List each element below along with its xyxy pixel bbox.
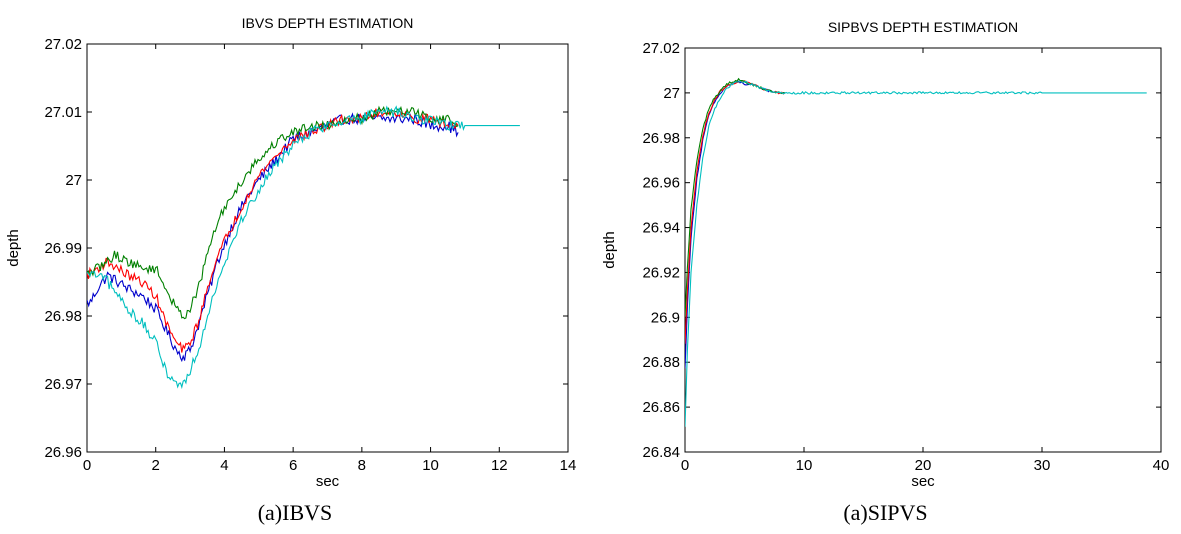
x-tick-label: 6 [289, 457, 297, 474]
x-tick-label: 2 [152, 457, 160, 474]
y-tick-label: 27.02 [642, 40, 680, 57]
x-tick-label: 10 [796, 457, 813, 474]
x-tick-label: 20 [915, 457, 932, 474]
x-axis-label: sec [316, 473, 340, 490]
x-tick-label: 30 [1034, 457, 1051, 474]
sipbvs-chart-panel: 0 10 20 30 40 26.84 26.86 26.88 26.9 26.92 26.94 26… [590, 0, 1181, 534]
y-tick-label: 26.86 [642, 399, 680, 416]
y-tick-label: 26.94 [642, 220, 680, 237]
series-line [87, 108, 459, 353]
y-axis-label: depth [601, 231, 618, 269]
series-line [87, 105, 459, 320]
y-tick-label: 26.88 [642, 354, 680, 371]
ibvs-chart-panel: 0 2 4 6 8 10 12 14 26.96 26.97 26.98 26.99 27 27.01 27… [0, 0, 590, 534]
y-tick-label: 26.98 [44, 308, 82, 325]
plot-area-frame [684, 47, 1162, 453]
x-tick-label: 14 [560, 457, 577, 474]
series-line [685, 80, 1147, 427]
series-line [685, 80, 786, 344]
x-tick-label: 40 [1153, 457, 1170, 474]
series-line [685, 77, 786, 317]
series-line [87, 105, 520, 390]
chart-title: IBVS DEPTH ESTIMATION [242, 15, 414, 31]
chart-title: SIPBVS DEPTH ESTIMATION [828, 19, 1018, 35]
y-tick-label: 27 [663, 85, 680, 102]
series-line [87, 112, 459, 363]
x-axis-label: sec [911, 473, 935, 490]
y-tick-label: 27.01 [44, 104, 82, 121]
y-tick-label: 26.92 [642, 264, 680, 281]
x-tick-label: 8 [358, 457, 366, 474]
y-tick-label: 26.96 [642, 175, 680, 192]
series-line [685, 80, 786, 369]
ibvs-chart: 0 2 4 6 8 10 12 14 26.96 26.97 26.98 26.99 27 27.01 27… [5, 15, 577, 490]
caption-sipvs: (a)SIPVS [843, 500, 928, 525]
y-tick-label: 27 [65, 172, 82, 189]
x-tick-label: 0 [681, 457, 689, 474]
y-tick-label: 26.98 [642, 130, 680, 147]
x-tick-label: 0 [83, 457, 91, 474]
y-tick-label: 26.84 [642, 444, 680, 461]
y-tick-label: 27.02 [44, 36, 82, 53]
x-tick-label: 10 [422, 457, 439, 474]
caption-ibvs: (a)IBVS [257, 500, 333, 525]
y-axis-label: depth [5, 229, 22, 267]
sipbvs-chart: 0 10 20 30 40 26.84 26.86 26.88 26.9 26.92 26.94 26… [601, 19, 1170, 490]
y-tick-label: 26.99 [44, 240, 82, 257]
x-tick-label: 12 [491, 457, 508, 474]
plot-area-frame [86, 43, 569, 453]
y-tick-label: 26.97 [44, 376, 82, 393]
x-tick-label: 4 [220, 457, 228, 474]
y-tick-label: 26.9 [651, 309, 680, 326]
y-tick-label: 26.96 [44, 444, 82, 461]
